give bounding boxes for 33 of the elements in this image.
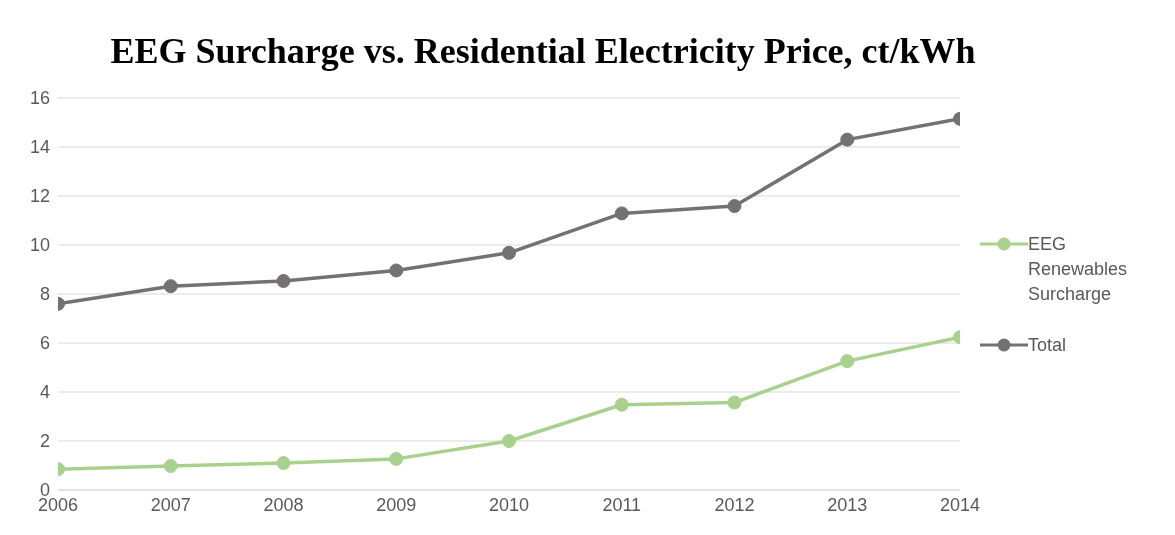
y-tick-label: 14 (29, 137, 50, 158)
point (614, 397, 629, 412)
y-tick-label: 16 (29, 88, 50, 109)
point (163, 458, 178, 473)
point (389, 263, 404, 278)
point (502, 434, 516, 448)
y-tick-label: 12 (29, 186, 50, 207)
x-tick-label: 2013 (827, 494, 868, 515)
y-tick-label: 2 (39, 431, 50, 452)
point (727, 199, 742, 214)
y-tick-label: 4 (39, 382, 50, 403)
point (502, 245, 516, 260)
point (389, 451, 404, 466)
x-tick-label: 2008 (263, 494, 304, 515)
point (163, 279, 178, 294)
x-tick-label: 2012 (714, 494, 755, 515)
x-tick-label: 2014 (939, 494, 981, 515)
point (614, 206, 629, 221)
chart-title: EEG Surcharge vs. Residential Electricity Price, ct/kWh (109, 30, 977, 73)
point (276, 274, 291, 289)
x-tick-label: 2007 (150, 494, 191, 515)
point (840, 132, 855, 147)
point (727, 395, 742, 410)
point (840, 354, 855, 369)
y-tick-label: 8 (39, 284, 50, 305)
legend-label: Total (1028, 334, 1068, 357)
x-tick-label: 2010 (488, 494, 530, 515)
x-tick-label: 2009 (376, 494, 417, 515)
x-tick-label: 2011 (602, 494, 642, 515)
legend-label: EEG Renewables Surcharge (1028, 233, 1129, 306)
y-tick-label: 10 (29, 235, 50, 256)
y-tick-label: 6 (39, 333, 50, 354)
point (276, 456, 291, 471)
